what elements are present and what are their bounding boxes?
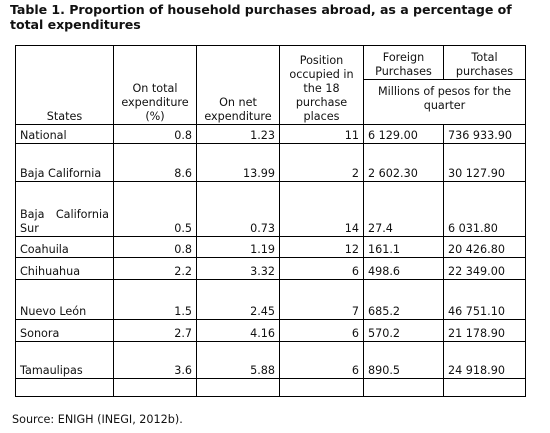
cell-total: 21 178.90 xyxy=(443,319,526,342)
cell-state-line2: Sur xyxy=(20,222,39,235)
purchases-table: States On total expenditure (%) On net e… xyxy=(15,45,526,397)
cell-on-net: 0.73 xyxy=(196,181,280,237)
cell-total: 24 918.90 xyxy=(443,341,526,379)
cell-on-net: 3.32 xyxy=(196,257,280,280)
cell-on-net: 2.45 xyxy=(196,279,280,320)
cell-state: Sonora xyxy=(15,319,114,342)
cell-position: 6 xyxy=(279,341,364,379)
cell-on-total: 0.8 xyxy=(113,236,197,258)
cell-empty xyxy=(363,378,444,397)
header-on-net: On net expenditure xyxy=(196,45,280,125)
cell-empty xyxy=(279,378,364,397)
cell-foreign: 161.1 xyxy=(363,236,444,258)
header-on-total: On total expenditure (%) xyxy=(113,45,197,125)
cell-state: Nuevo León xyxy=(15,279,114,320)
cell-total: 20 426.80 xyxy=(443,236,526,258)
cell-state: Tamaulipas xyxy=(15,341,114,379)
cell-on-net: 13.99 xyxy=(196,143,280,182)
cell-position: 6 xyxy=(279,319,364,342)
header-total: Total purchases xyxy=(443,45,526,80)
table-row: National 0.8 1.23 11 6 129.00 736 933.90 xyxy=(15,124,526,144)
table-row: Tamaulipas 3.6 5.88 6 890.5 24 918.90 xyxy=(15,341,526,379)
table-row: Baja California Sur 0.5 0.73 14 27.4 6 03… xyxy=(15,181,526,237)
header-foreign: Foreign Purchases xyxy=(363,45,444,80)
header-position: Position occupied in the 18 purchase pla… xyxy=(279,45,364,125)
cell-state: Chihuahua xyxy=(15,257,114,280)
cell-foreign: 6 129.00 xyxy=(363,124,444,144)
table-row-empty xyxy=(15,378,526,397)
cell-state: National xyxy=(15,124,114,144)
cell-foreign: 570.2 xyxy=(363,319,444,342)
table-row: Baja California 8.6 13.99 2 2 602.30 30 … xyxy=(15,143,526,182)
cell-position: 14 xyxy=(279,181,364,237)
table-row: Coahuila 0.8 1.19 12 161.1 20 426.80 xyxy=(15,236,526,258)
cell-on-total: 2.7 xyxy=(113,319,197,342)
cell-total: 46 751.10 xyxy=(443,279,526,320)
cell-on-net: 5.88 xyxy=(196,341,280,379)
cell-total: 22 349.00 xyxy=(443,257,526,280)
cell-empty xyxy=(15,378,114,397)
cell-position: 12 xyxy=(279,236,364,258)
cell-foreign: 2 602.30 xyxy=(363,143,444,182)
cell-foreign: 27.4 xyxy=(363,181,444,237)
cell-empty xyxy=(113,378,197,397)
cell-on-total: 1.5 xyxy=(113,279,197,320)
cell-position: 6 xyxy=(279,257,364,280)
cell-on-net: 1.23 xyxy=(196,124,280,144)
source-note: Source: ENIGH (INEGI, 2012b). xyxy=(12,413,183,426)
cell-state-line1: Baja California xyxy=(20,208,109,221)
cell-on-total: 3.6 xyxy=(113,341,197,379)
cell-on-total: 2.2 xyxy=(113,257,197,280)
cell-position: 2 xyxy=(279,143,364,182)
cell-position: 7 xyxy=(279,279,364,320)
table-row: Chihuahua 2.2 3.32 6 498.6 22 349.00 xyxy=(15,257,526,280)
cell-on-total: 0.5 xyxy=(113,181,197,237)
table-row: Nuevo León 1.5 2.45 7 685.2 46 751.10 xyxy=(15,279,526,320)
cell-position: 11 xyxy=(279,124,364,144)
cell-foreign: 890.5 xyxy=(363,341,444,379)
cell-state: Coahuila xyxy=(15,236,114,258)
cell-empty xyxy=(443,378,526,397)
cell-state: Baja California xyxy=(15,143,114,182)
cell-on-net: 1.19 xyxy=(196,236,280,258)
cell-total: 6 031.80 xyxy=(443,181,526,237)
table-row: Sonora 2.7 4.16 6 570.2 21 178.90 xyxy=(15,319,526,342)
cell-empty xyxy=(196,378,280,397)
cell-on-total: 8.6 xyxy=(113,143,197,182)
cell-total: 30 127.90 xyxy=(443,143,526,182)
cell-total: 736 933.90 xyxy=(443,124,526,144)
header-millions: Millions of pesos for the quarter xyxy=(363,79,526,125)
cell-foreign: 498.6 xyxy=(363,257,444,280)
cell-on-net: 4.16 xyxy=(196,319,280,342)
table-title: Table 1. Proportion of household purchas… xyxy=(10,2,512,32)
cell-state: Baja California Sur xyxy=(15,181,114,237)
cell-foreign: 685.2 xyxy=(363,279,444,320)
header-states: States xyxy=(15,45,114,125)
cell-on-total: 0.8 xyxy=(113,124,197,144)
